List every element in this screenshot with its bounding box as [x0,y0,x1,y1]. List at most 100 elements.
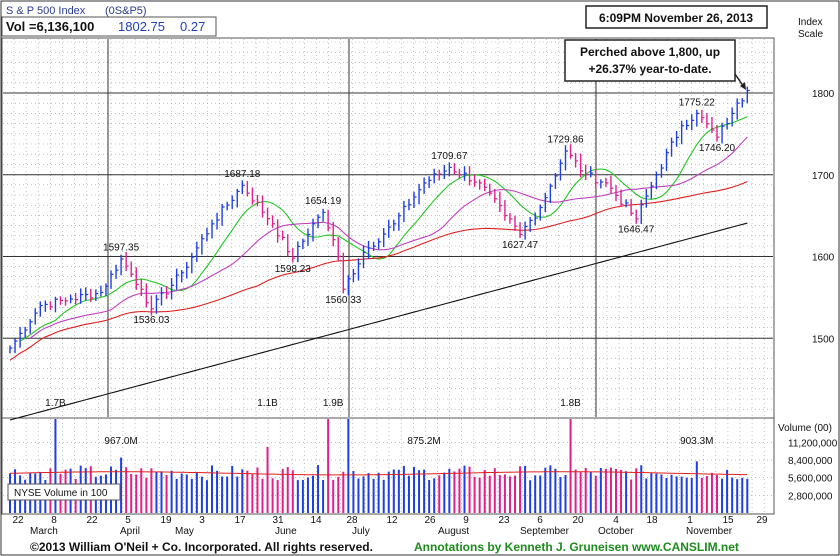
volume-bar [519,466,522,513]
date-tick: 22 [86,515,98,526]
volume-bar [372,478,375,513]
volume-bar [140,468,143,513]
timestamp: 6:09PM November 26, 2013 [599,11,753,25]
price-label: 1646.47 [618,225,655,236]
month-label: June [275,526,297,537]
volume-bar [251,474,254,513]
volume-bar [741,477,744,513]
volume-bar [731,477,734,513]
volume-bar [524,465,527,513]
volume-bar [554,468,557,513]
volume-bar [165,475,168,513]
volume-value: Vol =6,136,100 [6,19,94,34]
volume-tick-label: 8,400,000 [788,456,833,467]
volume-bar [261,478,264,513]
volume-bar [604,468,607,513]
volume-bar [695,461,698,513]
month-label: March [30,526,58,537]
volume-bar [190,478,193,513]
volume-bar [620,469,623,513]
volume-bar [726,469,729,513]
price-tick-label: 1500 [812,334,835,345]
date-tick: 22 [12,515,24,526]
volume-bar [690,477,693,513]
volume-bar [660,474,663,513]
volume-bar [534,475,537,513]
volume-bar [195,472,198,513]
volume-bar [428,480,431,513]
volume-bar [180,473,183,513]
volume-bar [493,468,496,513]
volume-bar [630,479,633,513]
volume-bar [433,478,436,513]
volume-bar [256,467,259,513]
volume-axis: 11,200,000 8,400,000 5,600,000 2,800,000 [788,438,838,502]
price-label: 1687.18 [224,169,261,180]
volume-bar [211,465,213,513]
date-tick: 8 [51,515,57,526]
callout-line-1: Perched above 1,800, up [580,45,720,59]
volume-bar [625,471,628,513]
volume-bar [407,475,410,513]
volume-bar [458,468,461,513]
price-bars [9,86,750,354]
volume-bar [332,479,335,513]
ma-50-line [9,181,748,361]
volume-bar [120,457,123,513]
volume-bar [463,465,466,513]
volume-axis-title: Volume (00) [778,423,832,434]
volume-tick-label: 11,200,000 [788,438,838,449]
volume-label: 1.9B [323,398,344,409]
volume-bar [402,465,405,513]
date-tick: 15 [722,515,734,526]
date-axis: 22 8 22 5 19 3 17 31 14 28 12 26 9 23 6 20 4 18 1 15 29 March… [12,515,768,537]
price-label: 1598.23 [275,264,312,275]
moving-averages [9,116,748,421]
volume-tick-label: 2,800,000 [788,491,833,502]
volume-bar [574,469,577,513]
volume-bar [589,471,592,513]
date-tick: 17 [234,515,246,526]
date-tick: 9 [463,515,469,526]
date-tick: 6 [537,515,543,526]
volume-bar [357,478,360,513]
price-change: 0.27 [180,19,205,34]
volume-bar [650,473,653,513]
volume-bar [685,477,688,513]
volume-bar [322,480,325,513]
date-tick: 26 [424,515,436,526]
volume-bar [155,471,158,513]
volume-bar [312,475,314,513]
quote-box [1,16,217,37]
volume-bar [569,419,572,513]
volume-bar [306,477,309,513]
volume-bar [352,471,355,513]
volume-bar [483,470,486,513]
callout-box [564,39,736,82]
price-tick-label: 1800 [812,89,835,100]
volume-label: 903.3M [680,436,713,447]
month-label: May [175,526,194,537]
volume-bar [675,476,678,513]
price-label: 1597.35 [103,243,140,254]
volume-bar [236,476,239,513]
volume-bar [594,475,597,513]
volume-bar [362,476,365,513]
volume-bar [423,469,426,513]
volume-bar [549,465,552,513]
date-tick: 29 [756,515,768,526]
volume-bar [680,476,683,513]
price-label: 1560.33 [325,295,362,306]
date-tick: 5 [125,515,131,526]
volume-bar [241,469,244,513]
volume-bar [539,475,542,513]
volume-bar [488,475,491,513]
volume-bar [246,470,249,513]
date-tick: 28 [346,515,358,526]
volume-label: 1.7B [45,398,66,409]
price-tick-label: 1700 [812,171,835,182]
date-tick: 14 [310,515,322,526]
volume-labels: 1.7B 967.0M 1.1B 1.9B 875.2M 1.8B 903.3M [45,398,713,447]
month-label: October [598,526,634,537]
volume-bar [296,480,299,513]
